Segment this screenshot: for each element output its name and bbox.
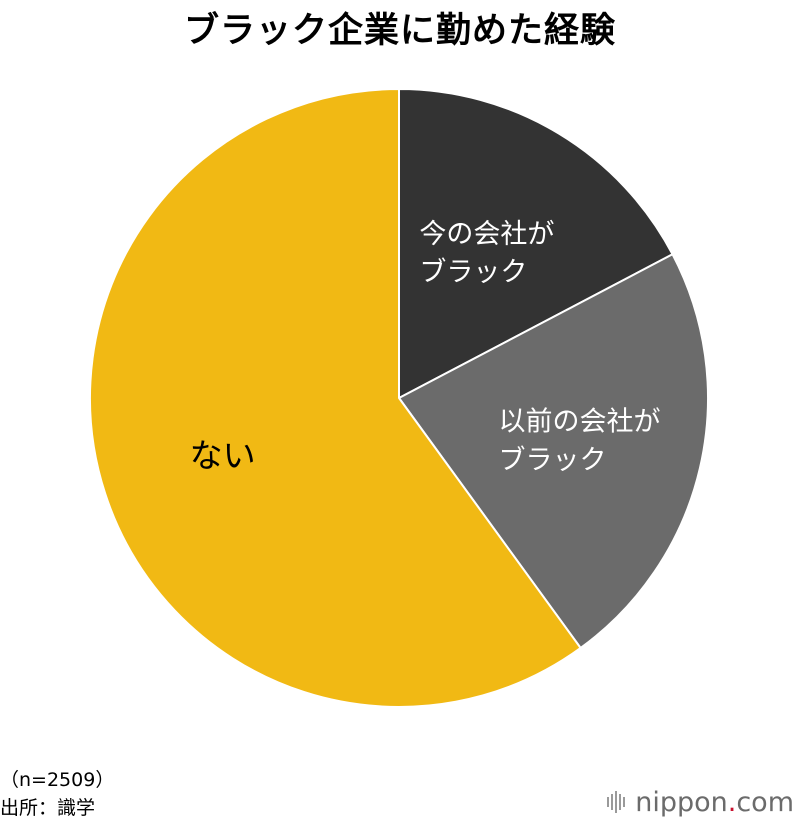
brand-logo: nippon. com [607, 785, 794, 819]
pie-slice [89, 88, 582, 708]
chart-title: ブラック企業に勤めた経験 [183, 11, 616, 51]
source-note: 出所：識学 [0, 797, 96, 819]
slice-label: ない [190, 436, 256, 475]
slice-label-line: ブラック [499, 445, 607, 476]
slice-label: 今の会社がブラック [419, 219, 554, 288]
brand-dot: . [727, 786, 737, 818]
pie-slice [398, 88, 674, 399]
brand-name: nippon [635, 786, 728, 818]
sound-bars-icon [607, 791, 627, 813]
slice-label: 以前の会社がブラック [499, 406, 661, 475]
slice-label-line: ブラック [419, 257, 527, 288]
slice-label-line: 以前の会社が [499, 406, 661, 437]
slice-label-line: 今の会社が [419, 219, 554, 250]
brand-suffix: com [736, 786, 794, 818]
sample-size-note: （n=2509） [0, 769, 115, 791]
pie-slice [398, 253, 709, 649]
slice-label-line: ない [190, 436, 256, 475]
